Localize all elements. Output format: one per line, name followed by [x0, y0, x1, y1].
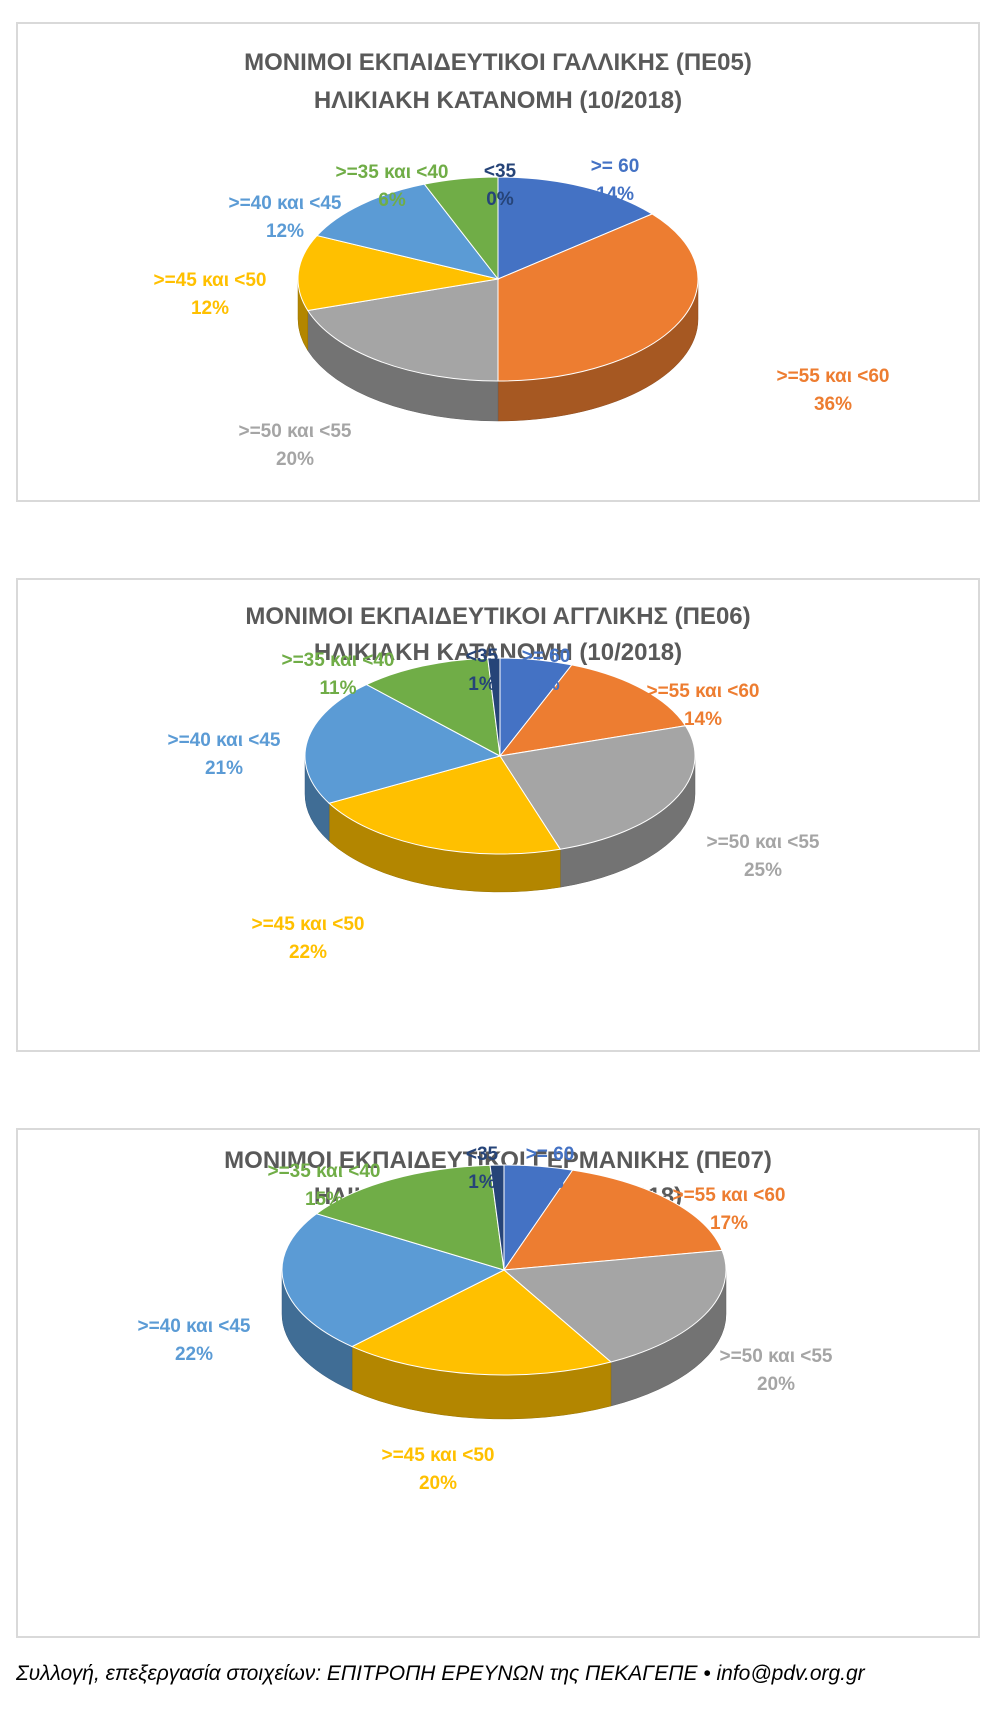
- pie-slice-45-50: [350, 1269, 612, 1376]
- slice-label-60: >= 60: [591, 156, 640, 177]
- slice-value-45-50: 20%: [419, 1473, 457, 1494]
- slice-label-35-40: >=35 και <40: [335, 162, 448, 183]
- slice-value-35: 1%: [468, 1172, 496, 1193]
- slice-label-45-50: >=45 και <50: [251, 914, 364, 935]
- pie-chart-pe06: >= 60 6% >=55 και <60 14% >=50 και <55 25% >=4…: [167, 646, 819, 963]
- slice-value-45-50: 22%: [289, 942, 327, 963]
- slice-value-35: 1%: [468, 674, 496, 695]
- slice-value-35: 0%: [486, 189, 514, 210]
- pie-slice-40-45: [316, 183, 500, 280]
- pie-slice-45-50: [297, 235, 499, 312]
- slice-label-45-50: >=45 και <50: [153, 270, 266, 291]
- slice-value-60: 5%: [536, 1172, 564, 1193]
- pie-slice-60: [497, 176, 654, 280]
- pie-slice-40-45: [304, 684, 502, 804]
- slice-value-40-45: 22%: [175, 1344, 213, 1365]
- slice-label-40-45: >=40 και <45: [167, 730, 280, 751]
- slice-value-35-40: 6%: [378, 190, 406, 211]
- chart-title: ΜΟΝΙΜΟΙ ΕΚΠΑΙΔΕΥΤΙΚΟΙ ΑΓΓΛΙΚΗΣ (ΠΕ06): [245, 603, 751, 630]
- pie-slice-45-50: [328, 755, 562, 855]
- slice-label-50-55: >=50 και <55: [719, 1346, 832, 1367]
- slice-label-55-60: >=55 και <60: [672, 1185, 785, 1206]
- pie-slice-35: [489, 1164, 505, 1271]
- pie-slice-35: [487, 657, 501, 757]
- slice-value-45-50: 12%: [191, 298, 229, 319]
- slice-label-40-45: >=40 και <45: [137, 1316, 250, 1337]
- pie-chart-pe07: >= 60 5% >=55 και <60 17% >=50 και <55 20% >=4…: [137, 1144, 832, 1494]
- slice-value-55-60: 36%: [814, 394, 852, 415]
- slice-label-35-40: >=35 και <40: [281, 650, 394, 671]
- slice-label-55-60: >=55 και <60: [646, 681, 759, 702]
- chart-panel-pe06: ΜΟΝΙΜΟΙ ΕΚΠΑΙΔΕΥΤΙΚΟΙ ΑΓΓΛΙΚΗΣ (ΠΕ06) ΗΛ…: [16, 578, 980, 1052]
- chart-panel-pe05: ΜΟΝΙΜΟΙ ΕΚΠΑΙΔΕΥΤΙΚΟΙ ΓΑΛΛΙΚΗΣ (ΠΕ05) ΗΛ…: [16, 22, 980, 502]
- pie-slice-35-40: [365, 657, 501, 757]
- slice-value-50-55: 20%: [757, 1374, 795, 1395]
- slice-label-35: <35: [484, 161, 517, 182]
- chart-title: ΜΟΝΙΜΟΙ ΕΚΠΑΙΔΕΥΤΙΚΟΙ ΓΑΛΛΙΚΗΣ (ΠΕ05): [244, 49, 752, 76]
- pie-slice-55-60: [497, 213, 699, 382]
- pie-slice-35-40: [315, 1164, 505, 1271]
- slice-label-55-60: >=55 και <60: [776, 366, 889, 387]
- slice-label-45-50: >=45 και <50: [381, 1445, 494, 1466]
- slice-value-60: 14%: [596, 184, 634, 205]
- slice-label-40-45: >=40 και <45: [228, 193, 341, 214]
- slice-value-55-60: 17%: [710, 1213, 748, 1234]
- slice-value-50-55: 20%: [276, 449, 314, 470]
- slice-label-35-40: >=35 και <40: [267, 1161, 380, 1182]
- pie-slice-40-45: [281, 1213, 506, 1348]
- slice-value-60: 6%: [532, 674, 560, 695]
- pie-slice-50-55: [306, 278, 499, 382]
- slice-label-50-55: >=50 και <55: [706, 832, 819, 853]
- chart-subtitle: ΗΛΙΚΙΑΚΗ ΚΑΤΑΝΟΜΗ (10/2018): [313, 87, 683, 114]
- footer-credit: Συλλογή, επεξεργασία στοιχείων: ΕΠΙΤΡΟΠΗ…: [16, 1662, 865, 1685]
- pie-slice-50-55: [499, 725, 696, 850]
- pie-slice-55-60: [502, 1169, 723, 1271]
- pie-slice-50-55: [502, 1249, 727, 1363]
- pie-chart-pe05: >= 60 14% >=55 και <60 36% >=50 και <55 20% >=…: [153, 156, 889, 470]
- slice-label-60: >= 60: [526, 1144, 575, 1165]
- slice-label-60: >= 60: [522, 646, 571, 667]
- slice-label-35: <35: [466, 646, 499, 667]
- slice-label-35: <35: [466, 1144, 499, 1165]
- slice-value-35-40: 11%: [320, 678, 357, 699]
- slice-value-40-45: 21%: [205, 758, 243, 779]
- chart-panel-pe07: ΜΟΝΙΜΟΙ ΕΚΠΑΙΔΕΥΤΙΚΟΙ ΓΕΡΜΑΝΙΚΗΣ (ΠΕ07) …: [16, 1128, 980, 1638]
- slice-value-40-45: 12%: [266, 221, 304, 242]
- slice-value-55-60: 14%: [684, 709, 722, 730]
- slice-value-35-40: 15%: [305, 1189, 343, 1210]
- slice-value-50-55: 25%: [744, 860, 782, 881]
- pie-slice-35-40: [423, 176, 499, 281]
- slice-label-50-55: >=50 και <55: [238, 421, 351, 442]
